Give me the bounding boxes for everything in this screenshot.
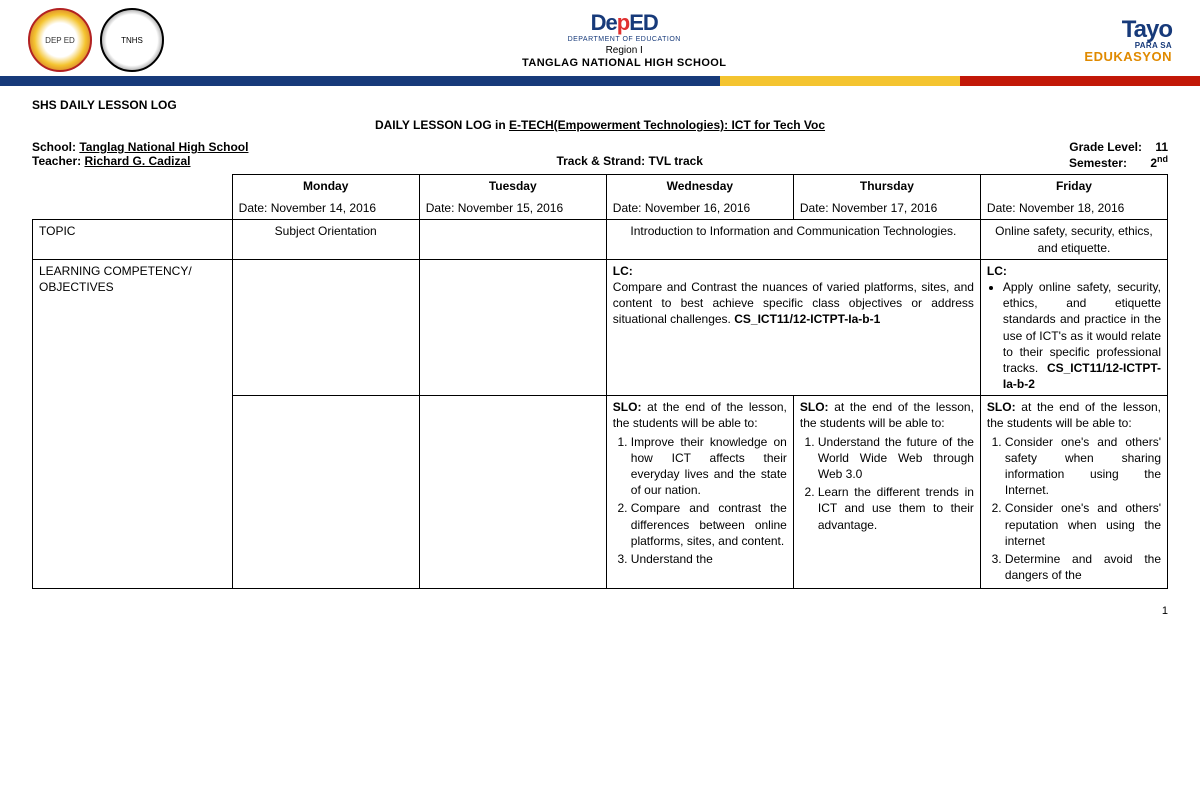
center-title-pre: DAILY LESSON LOG in (375, 118, 509, 132)
list-item: Consider one's and others' reputation wh… (1005, 500, 1161, 549)
slo-wed-lead: SLO: (613, 400, 647, 414)
lc-fri: LC: Apply online safety, security, ethic… (980, 259, 1167, 396)
school-seal-icon: TNHS (100, 8, 164, 72)
page-number: 1 (0, 599, 1200, 617)
date-fri: Date: November 18, 2016 (980, 197, 1167, 220)
sem-label: Semester: (1069, 156, 1127, 170)
left-logos: DEP ED TNHS (28, 8, 164, 72)
list-item: Compare and contrast the differences bet… (631, 500, 787, 549)
color-bar (0, 76, 1200, 86)
date-wed: Date: November 16, 2016 (606, 197, 793, 220)
list-item: Consider one's and others' safety when s… (1005, 434, 1161, 499)
lc-tue (419, 259, 606, 396)
slo-thu-lead: SLO: (800, 400, 834, 414)
center-title-underline: E-TECH(Empowerment Technologies): ICT fo… (509, 118, 825, 132)
topic-wedthu: Introduction to Information and Communic… (606, 220, 980, 259)
page-header: DEP ED TNHS DepED DEPARTMENT OF EDUCATIO… (0, 0, 1200, 76)
day-mon: Monday (232, 175, 419, 198)
topic-label: TOPIC (33, 220, 233, 259)
lc-mon (232, 259, 419, 396)
teacher-label: Teacher: (32, 154, 84, 168)
tayo-logo: Tayo PARA SA EDUKASYON (1084, 18, 1172, 63)
track-value: TVL track (649, 154, 703, 168)
day-fri: Friday (980, 175, 1167, 198)
date-thu: Date: November 17, 2016 (793, 197, 980, 220)
day-tue: Tuesday (419, 175, 606, 198)
lesson-log-table: Monday Tuesday Wednesday Thursday Friday… (32, 174, 1168, 589)
day-wed: Wednesday (606, 175, 793, 198)
lc-fri-label: LC: (987, 264, 1007, 278)
slo-thu-list: Understand the future of the World Wide … (800, 434, 974, 533)
topic-fri: Online safety, security, ethics, and eti… (980, 220, 1167, 259)
track-label: Track & Strand: (556, 154, 648, 168)
info-row-2: Teacher: Richard G. Cadizal Track & Stra… (32, 154, 1168, 170)
lc-wedthu-code: CS_ICT11/12-ICTPT-Ia-b-1 (734, 312, 880, 326)
region-text: Region I (522, 45, 726, 57)
slo-fri-list: Consider one's and others' safety when s… (987, 434, 1161, 584)
topic-row: TOPIC Subject Orientation Introduction t… (33, 220, 1168, 259)
date-mon: Date: November 14, 2016 (232, 197, 419, 220)
slo-wed: SLO: at the end of the lesson, the stude… (606, 396, 793, 589)
day-thu: Thursday (793, 175, 980, 198)
list-item: Improve their knowledge on how ICT affec… (631, 434, 787, 499)
page-body: SHS DAILY LESSON LOG DAILY LESSON LOG in… (0, 88, 1200, 599)
list-item: Learn the different trends in ICT and us… (818, 484, 974, 533)
lc-objectives-label: LEARNING COMPETENCY/ OBJECTIVES (33, 259, 233, 589)
school-caps: TANGLAG NATIONAL HIGH SCHOOL (522, 57, 726, 70)
school-value: Tanglag National High School (79, 140, 248, 154)
grade-value: 11 (1155, 140, 1168, 154)
slo-wed-list: Improve their knowledge on how ICT affec… (613, 434, 787, 568)
sem-value: 2 (1150, 156, 1157, 170)
tayo-word: Tayo (1084, 18, 1172, 42)
list-item: Understand the (631, 551, 787, 567)
deped-subtitle: DEPARTMENT OF EDUCATION (522, 36, 726, 44)
topic-mon: Subject Orientation (232, 220, 419, 259)
teacher-value: Richard G. Cadizal (84, 154, 190, 168)
lc-wedthu-label: LC: (613, 264, 633, 278)
slo-tue (419, 396, 606, 589)
deped-logo: DepED (522, 10, 726, 36)
slo-fri-lead: SLO: (987, 400, 1021, 414)
slo-fri: SLO: at the end of the lesson, the stude… (980, 396, 1167, 589)
lc-fri-bullet: Apply online safety, security, ethics, a… (1003, 279, 1161, 392)
grade-label: Grade Level: (1069, 140, 1142, 154)
table-header-row: Monday Tuesday Wednesday Thursday Friday (33, 175, 1168, 198)
lc-row: LEARNING COMPETENCY/ OBJECTIVES LC: Comp… (33, 259, 1168, 396)
center-title: DAILY LESSON LOG in E-TECH(Empowerment T… (32, 118, 1168, 132)
topic-tue (419, 220, 606, 259)
center-header: DepED DEPARTMENT OF EDUCATION Region I T… (522, 10, 726, 70)
slo-mon (232, 396, 419, 589)
info-row-1: School: Tanglag National High School Gra… (32, 140, 1168, 154)
date-tue: Date: November 15, 2016 (419, 197, 606, 220)
tayo-edu: EDUKASYON (1084, 50, 1172, 63)
lc-wedthu: LC: Compare and Contrast the nuances of … (606, 259, 980, 396)
list-item: Understand the future of the World Wide … (818, 434, 974, 483)
school-label: School: (32, 140, 79, 154)
deped-seal-icon: DEP ED (28, 8, 92, 72)
list-item: Determine and avoid the dangers of the (1005, 551, 1161, 583)
slo-thu: SLO: at the end of the lesson, the stude… (793, 396, 980, 589)
sem-sup: nd (1157, 154, 1168, 164)
section-title: SHS DAILY LESSON LOG (32, 98, 1168, 112)
